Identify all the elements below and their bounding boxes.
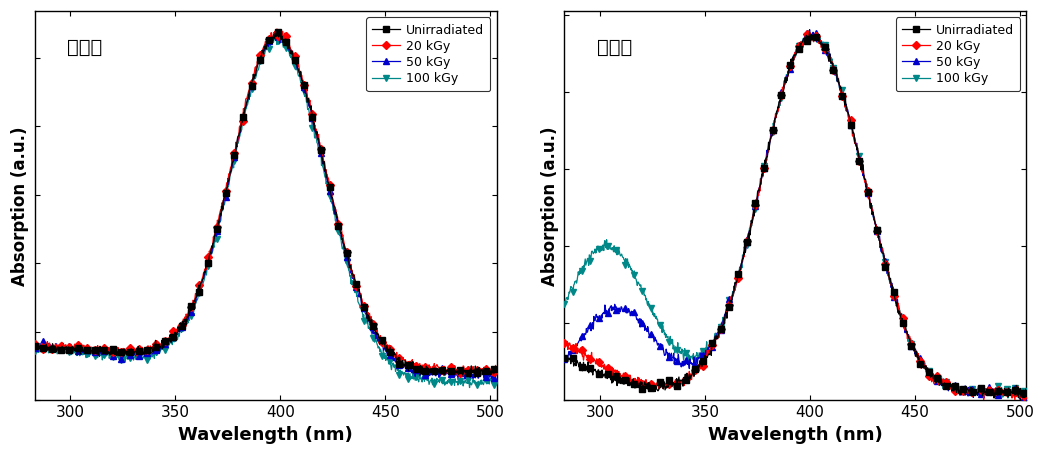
100 kGy (297, 89, 310, 94)
Unirradiated (909, 354, 921, 359)
Unirradiated (827, 68, 840, 73)
100 kGy (957, 388, 970, 394)
50 kGy (840, 105, 852, 111)
50 kGy (586, 320, 599, 325)
50 kGy (28, 345, 41, 350)
50 kGy (490, 372, 503, 377)
50 kGy (827, 66, 840, 72)
50 kGy (853, 156, 866, 162)
Unirradiated (1020, 389, 1032, 394)
100 kGy (427, 378, 440, 383)
100 kGy (558, 302, 571, 307)
Unirradiated (310, 129, 322, 134)
Y-axis label: Absorption (a.u.): Absorption (a.u.) (541, 126, 559, 286)
50 kGy (272, 31, 285, 36)
Line: 50 kGy: 50 kGy (32, 31, 499, 382)
100 kGy (1020, 393, 1032, 399)
20 kGy (802, 31, 815, 36)
100 kGy (909, 349, 921, 354)
Unirradiated (586, 372, 599, 378)
Unirradiated (57, 349, 69, 355)
Text: 전자선: 전자선 (67, 38, 103, 57)
100 kGy (28, 349, 41, 354)
100 kGy (379, 358, 392, 363)
Unirradiated (853, 158, 866, 164)
Line: Unirradiated: Unirradiated (562, 30, 1029, 401)
50 kGy (1020, 389, 1032, 394)
100 kGy (1002, 395, 1015, 401)
Unirradiated (438, 373, 450, 378)
100 kGy (57, 350, 69, 355)
Y-axis label: Absorption (a.u.): Absorption (a.u.) (12, 126, 29, 286)
20 kGy (486, 373, 498, 379)
20 kGy (324, 182, 336, 188)
20 kGy (840, 101, 852, 107)
100 kGy (586, 249, 599, 254)
Line: 20 kGy: 20 kGy (562, 31, 1029, 403)
20 kGy (310, 129, 322, 134)
50 kGy (310, 130, 322, 136)
20 kGy (586, 356, 599, 361)
50 kGy (957, 389, 970, 394)
Unirradiated (490, 369, 503, 374)
Unirradiated (558, 355, 571, 361)
100 kGy (463, 385, 475, 390)
50 kGy (427, 368, 440, 374)
20 kGy (827, 67, 840, 73)
Text: 감마선: 감마선 (597, 38, 632, 57)
20 kGy (28, 342, 41, 347)
50 kGy (909, 346, 921, 352)
20 kGy (379, 339, 392, 345)
Line: 50 kGy: 50 kGy (562, 27, 1029, 402)
50 kGy (459, 376, 471, 382)
20 kGy (909, 348, 921, 353)
Unirradiated (957, 385, 970, 391)
Legend: Unirradiated, 20 kGy, 50 kGy, 100 kGy: Unirradiated, 20 kGy, 50 kGy, 100 kGy (366, 17, 490, 91)
Unirradiated (324, 184, 336, 190)
Unirradiated (28, 344, 41, 349)
100 kGy (268, 35, 281, 40)
Unirradiated (987, 395, 1000, 401)
Line: 100 kGy: 100 kGy (562, 28, 1029, 401)
Legend: Unirradiated, 20 kGy, 50 kGy, 100 kGy: Unirradiated, 20 kGy, 50 kGy, 100 kGy (896, 17, 1020, 91)
X-axis label: Wavelength (nm): Wavelength (nm) (178, 426, 353, 444)
100 kGy (490, 378, 503, 384)
50 kGy (297, 84, 310, 90)
100 kGy (802, 28, 815, 34)
X-axis label: Wavelength (nm): Wavelength (nm) (708, 426, 883, 444)
100 kGy (840, 103, 852, 109)
20 kGy (1008, 397, 1021, 403)
Line: Unirradiated: Unirradiated (32, 30, 499, 378)
50 kGy (803, 27, 816, 32)
Unirradiated (840, 97, 852, 102)
Unirradiated (427, 367, 440, 372)
Unirradiated (803, 29, 816, 35)
50 kGy (57, 340, 69, 346)
100 kGy (853, 153, 866, 158)
20 kGy (1020, 388, 1032, 394)
100 kGy (827, 66, 840, 71)
50 kGy (324, 188, 336, 193)
20 kGy (57, 346, 69, 351)
100 kGy (310, 135, 322, 141)
Unirradiated (379, 347, 392, 353)
100 kGy (324, 194, 336, 199)
50 kGy (558, 357, 571, 362)
20 kGy (558, 340, 571, 346)
50 kGy (1013, 396, 1026, 402)
20 kGy (297, 82, 310, 88)
20 kGy (427, 364, 440, 369)
20 kGy (490, 369, 503, 374)
20 kGy (957, 389, 970, 394)
50 kGy (379, 347, 392, 353)
20 kGy (853, 158, 866, 163)
Unirradiated (297, 83, 310, 88)
20 kGy (271, 26, 284, 32)
Line: 20 kGy: 20 kGy (32, 26, 499, 378)
Line: 100 kGy: 100 kGy (32, 35, 499, 390)
Unirradiated (271, 30, 284, 35)
